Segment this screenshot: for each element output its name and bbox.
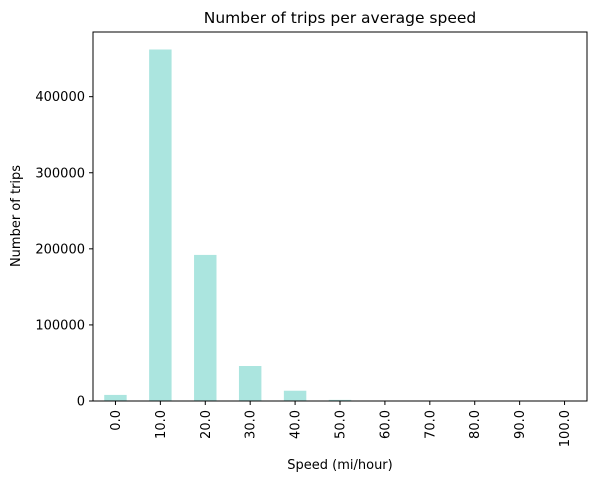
x-tick-label: 100.0 <box>558 410 573 447</box>
y-axis-ticks: 0 100000 200000 300000 400000 <box>35 90 93 410</box>
y-tick-label: 200000 <box>35 242 85 257</box>
plot-frame <box>92 31 588 402</box>
y-tick-label: 400000 <box>35 90 85 105</box>
x-tick-label: 30.0 <box>244 410 259 439</box>
x-tick-label: 20.0 <box>199 410 214 439</box>
chart-title: Number of trips per average speed <box>204 9 477 27</box>
bar-0.0 <box>104 394 127 401</box>
bar-10.0 <box>149 49 172 401</box>
y-tick-label: 0 <box>77 395 85 410</box>
x-tick-label: 10.0 <box>154 410 169 439</box>
x-tick-label: 0.0 <box>109 410 124 431</box>
bar-40.0 <box>283 390 307 401</box>
y-tick-label: 300000 <box>35 166 85 181</box>
bar-30.0 <box>238 366 262 401</box>
bars-group <box>104 49 576 401</box>
bar-50.0 <box>328 399 352 401</box>
x-tick-label: 70.0 <box>423 410 438 439</box>
x-tick-label: 90.0 <box>513 410 528 439</box>
x-axis-ticks: 0.0 10.0 20.0 30.0 40.0 50.0 60.0 70.0 80.0 90.0 1… <box>109 401 573 447</box>
x-axis-label: Speed (mi/hour) <box>287 458 392 473</box>
x-tick-label: 80.0 <box>468 410 483 439</box>
y-axis-label: Number of trips <box>9 165 24 267</box>
x-tick-label: 50.0 <box>334 410 349 439</box>
x-tick-label: 60.0 <box>378 410 393 439</box>
y-tick-label: 100000 <box>35 318 85 333</box>
x-tick-label: 40.0 <box>289 410 304 439</box>
bar-20.0 <box>194 254 217 401</box>
